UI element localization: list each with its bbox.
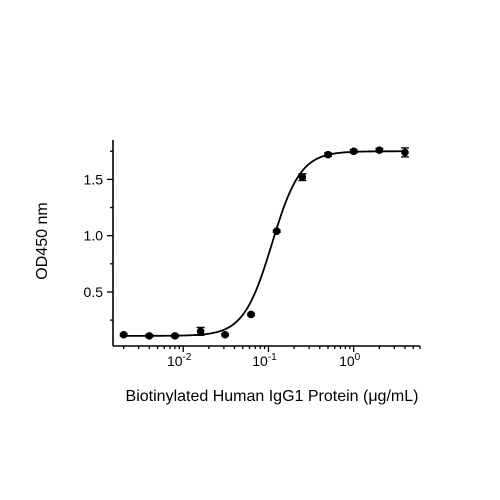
fit-curve — [123, 150, 405, 337]
data-point — [171, 332, 179, 340]
y-axis-label: OD450 nm — [34, 202, 51, 279]
data-point — [298, 173, 307, 181]
data-point — [221, 330, 229, 339]
data-points — [119, 146, 409, 340]
axes — [112, 140, 420, 347]
data-point — [196, 327, 205, 336]
x-tick-label: 10-1 — [252, 352, 277, 369]
data-point — [119, 330, 128, 339]
data-point — [401, 148, 409, 157]
x-axis-label: Biotinylated Human IgG1 Protein (μg/mL) — [126, 388, 419, 405]
data-point — [349, 147, 358, 156]
y-tick-label: 1.0 — [84, 228, 104, 244]
y-tick-label: 1.5 — [84, 171, 104, 187]
y-tick-label: 0.5 — [84, 284, 104, 300]
data-point — [272, 227, 281, 235]
ticks: 0.5 1.0 1.5 10-2 10-1 100 — [84, 150, 421, 369]
x-tick-label: 10-2 — [167, 352, 192, 369]
data-point — [145, 332, 154, 340]
data-point — [324, 150, 332, 159]
data-point — [247, 310, 255, 319]
x-tick-label: 100 — [339, 352, 361, 369]
data-point — [375, 146, 384, 154]
